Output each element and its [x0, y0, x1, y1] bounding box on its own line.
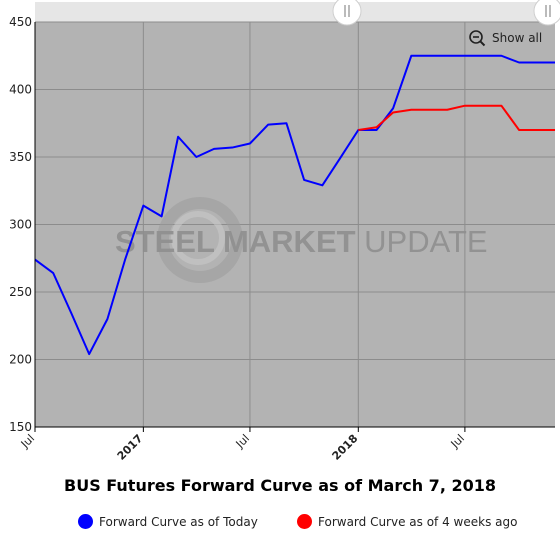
legend-label-today: Forward Curve as of Today: [99, 515, 258, 529]
navigator-bar[interactable]: [35, 2, 555, 22]
legend-marker-4-weeks-ago: [297, 514, 312, 529]
x-tick-label: Jul: [448, 432, 467, 451]
show-all-label: Show all: [492, 31, 542, 45]
y-tick-label: 200: [9, 353, 32, 367]
legend-item-today[interactable]: Forward Curve as of Today: [78, 514, 258, 529]
y-tick-label: 150: [9, 420, 32, 434]
chart-title: BUS Futures Forward Curve as of March 7,…: [0, 476, 560, 495]
legend: Forward Curve as of Today Forward Curve …: [0, 514, 560, 534]
navigator-handle-left[interactable]: [333, 0, 361, 25]
x-tick-label: Jul: [18, 432, 37, 451]
zoom-out-icon: [468, 29, 486, 47]
legend-item-4-weeks-ago[interactable]: Forward Curve as of 4 weeks ago: [297, 514, 517, 529]
show-all-button[interactable]: Show all: [468, 29, 542, 47]
x-tick-label: 2018: [330, 432, 361, 463]
y-tick-label: 350: [9, 150, 32, 164]
x-tick-label: Jul: [233, 432, 252, 451]
watermark-text: STEEL MARKET UPDATE: [115, 224, 488, 259]
y-tick-label: 450: [9, 15, 32, 29]
y-tick-label: 400: [9, 83, 32, 97]
x-tick-label: 2017: [115, 432, 146, 463]
navigator-handle-right[interactable]: [534, 0, 560, 25]
y-tick-label: 300: [9, 218, 32, 232]
y-tick-label: 250: [9, 285, 32, 299]
legend-label-4-weeks-ago: Forward Curve as of 4 weeks ago: [318, 515, 517, 529]
legend-marker-today: [78, 514, 93, 529]
